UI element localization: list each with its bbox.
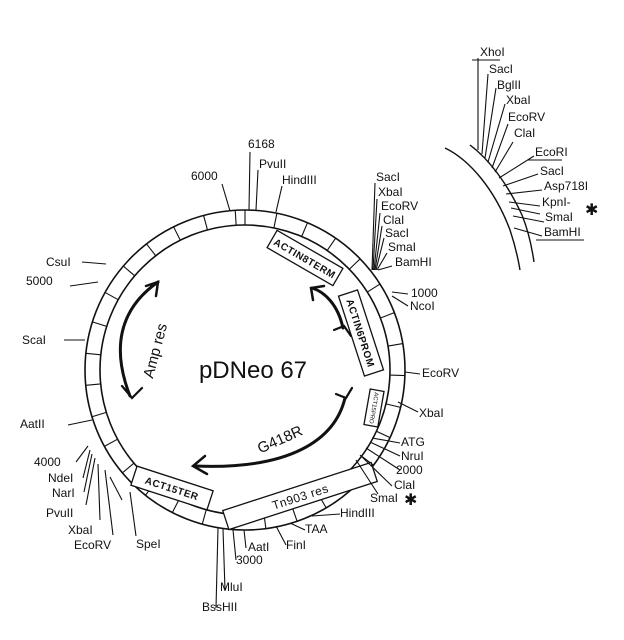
ring-segment-tick [387,343,403,347]
site-aati-bottom: AatI [248,540,269,554]
ring-segment-tick [171,498,180,513]
site-spei: SpeI [136,537,161,551]
site-atg: ATG [401,435,425,449]
site-xbai-right: XbaI [419,406,444,420]
ring-segment-tick [203,215,209,231]
site-smai-2-star: ✱ [404,490,417,509]
site-ecorv-right: EcoRV [422,366,459,380]
site-scai: ScaI [22,333,46,347]
amp-res-arrow [118,280,160,400]
inset-saci-b: SacI [540,164,564,178]
inset-smai-star: ✱ [585,200,598,219]
site-saci-1: SacI [376,170,400,184]
ring-segment-tick [348,258,361,270]
ring-segment-tick [122,265,136,277]
site-taa: TAA [305,522,327,536]
actin6-arrow [309,284,353,338]
ring-segment-tick [91,411,107,418]
site-ecorv-1: EcoRV [381,199,418,213]
site-nari: NarI [52,486,75,500]
inset-bglii: BglII [497,78,521,92]
site-leader-lines [64,151,421,609]
inset-bamhi: BamHI [544,225,581,239]
site-pvuii-left: PvuII [46,506,73,520]
ring-segment-tick [173,226,181,241]
g418r-arrow [190,386,354,476]
site-aatii: AatII [20,417,45,431]
inset-saci-a: SacI [489,62,513,76]
position-1000: 1000 [411,286,438,300]
inset-xbai: XbaI [506,93,531,107]
inset-smai: SmaI [545,210,573,224]
position-6168: 6168 [248,137,275,151]
ring-segment-tick [104,438,118,447]
ring-segment-tick [201,509,207,525]
inset-leader-lines [472,58,584,241]
inset-asp718i: Asp718I [544,179,588,193]
position-3000: 3000 [236,553,263,567]
site-smai-2: SmaI [370,491,398,505]
site-fini: FinI [286,538,306,552]
site-smai-1: SmaI [388,240,416,254]
ring-segment-tick [389,374,405,377]
site-ndei: NdeI [48,471,73,485]
site-mlui: MluI [220,580,243,594]
ring-segment-tick [85,352,101,356]
site-xbai-1: XbaI [378,185,403,199]
ring-segment-tick [234,210,237,226]
inset-ecori: EcoRI [535,145,568,159]
position-2000: 2000 [396,463,423,477]
site-ecorv-left: EcoRV [74,538,111,552]
svg-text:ACT15PRO: ACT15PRO [367,392,378,425]
ring-segment-tick [92,321,107,327]
position-4000: 4000 [34,455,61,469]
plasmid-name: pDNeo 67 [199,357,307,384]
amp-res-label: Amp res [140,322,171,380]
site-clai-1: ClaI [383,213,404,227]
ring-segment-tick [301,222,309,237]
ring-segment-tick [122,462,135,474]
ring-segment-tick [326,237,337,251]
inset-clai-a: ClaI [514,126,535,140]
feature-actin6prom: ACTIN6PROM [337,289,385,377]
inset-xhoi: XhoI [480,45,505,59]
ring-segment-tick [273,213,278,229]
site-xbai-left: XbaI [68,523,93,537]
ring-segment-tick [85,383,101,386]
site-csui: CsuI [46,255,71,269]
feature-act15ter: ACT15TER [130,465,214,511]
ring-segment-tick [376,430,391,439]
site-clai-2: ClaI [394,478,415,492]
site-bamhi-1: BamHI [395,255,432,269]
ring-segment-tick [366,283,381,293]
inset-ecorv: EcoRV [508,110,545,124]
ring-segment-tick [104,291,119,301]
site-nrui: NruI [401,449,424,463]
site-hindiii-bottom: HindIII [340,506,375,520]
inset-kpni: KpnI- [542,195,571,209]
mcs-inset: XhoI SacI BglII XbaI EcoRV ClaI EcoRI Sa… [444,45,598,271]
position-6000: 6000 [191,169,218,183]
ring-segment-tick [146,243,157,257]
ring-segment-tick [380,312,395,319]
site-ncoi: NcoI [410,299,435,313]
site-pvuii-top: PvuII [259,157,286,171]
ring-segment-tick [385,403,401,408]
site-bsshii: BssHII [202,600,237,614]
site-hindiii-top: HindIII [282,173,317,187]
site-saci-2: SacI [385,226,409,240]
feature-small-promoter: ACT15PRO [363,388,385,428]
position-5000: 5000 [26,274,53,288]
